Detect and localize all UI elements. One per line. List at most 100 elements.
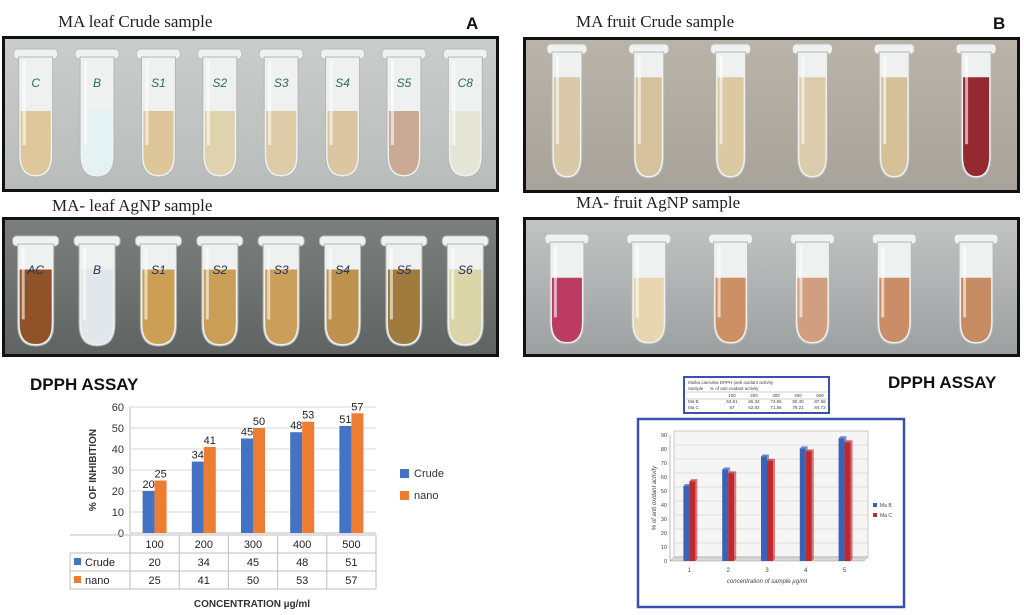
sample-tube: S2: [196, 235, 244, 347]
tube-label: S3: [274, 263, 289, 277]
table-cell: 41: [198, 575, 210, 587]
y-tick-label: 30: [661, 517, 667, 523]
y-tick-label: 40: [661, 503, 667, 509]
table-cell: 62.62: [748, 405, 760, 410]
table-cell: 20: [148, 557, 160, 569]
y-tick-label: 10: [112, 507, 124, 519]
table-cell: 74.65: [770, 399, 782, 404]
table-cell: 53.61: [726, 399, 738, 404]
y-tick-label: 50: [661, 489, 667, 495]
table-cell: 51: [345, 557, 357, 569]
legend-label: Ma C: [880, 513, 892, 519]
table-cell: 57: [729, 405, 735, 410]
legend-key-nano: [400, 491, 409, 500]
sample-tube: S5: [380, 235, 428, 347]
table-series-label: Crude: [85, 557, 115, 569]
sample-tube: S4: [319, 235, 367, 347]
data-label: 41: [204, 435, 216, 447]
bar-ma-c: [805, 449, 814, 561]
bar-crude: [290, 432, 303, 533]
x-axis-label: CONCENTRATION µg/ml: [194, 599, 310, 610]
leaf-agnp-title: MA- leaf AgNP sample: [52, 196, 213, 215]
fruit-crude-photo: [523, 37, 1020, 193]
sample-tube: [626, 233, 672, 345]
tube-label: B: [93, 76, 101, 90]
sample-tube: S2: [197, 48, 243, 178]
x-tick-label: 2: [727, 568, 731, 574]
tube-label: S3: [274, 76, 289, 90]
y-tick-label: 60: [661, 475, 667, 481]
tube-label: S5: [397, 263, 412, 277]
sample-tube: [873, 43, 915, 179]
table-conc: 200: [750, 393, 758, 398]
bar-ma-c: [689, 479, 698, 561]
y-tick-label: 40: [112, 444, 124, 456]
panel-letter-b: B: [993, 14, 1006, 33]
x-tick-label: 500: [342, 539, 360, 551]
bar-nano: [154, 480, 167, 533]
bar-crude: [241, 438, 253, 533]
legend-label: nano: [414, 490, 438, 502]
x-tick-label: 3: [765, 568, 769, 574]
tube-label: C: [31, 76, 40, 90]
y-tick-label: 20: [112, 486, 124, 498]
legend-label: Ma B: [880, 503, 892, 509]
table-legend-key: [74, 576, 81, 583]
y-tick-label: 50: [112, 423, 124, 435]
y-tick-label: 80: [661, 447, 667, 453]
data-label: 57: [351, 401, 363, 413]
fruit-crude-title: MA fruit Crude sample: [576, 12, 735, 31]
tube-label: S5: [397, 76, 412, 90]
tube-label: S4: [335, 263, 350, 277]
tube-label: B: [93, 263, 101, 277]
y-axis-label: % of anti oxidant activity: [652, 465, 658, 530]
y-tick-label: 70: [661, 461, 667, 467]
sample-tube: C8: [442, 48, 488, 178]
sample-tube: [953, 233, 999, 345]
sample-tube: [544, 233, 590, 345]
data-label: 48: [290, 420, 302, 432]
data-label: 53: [302, 410, 314, 422]
bar-nano: [203, 446, 216, 533]
y-tick-label: 10: [661, 545, 667, 551]
sample-tube: B: [74, 48, 120, 178]
table-legend-key: [74, 558, 81, 565]
table-series-label: nano: [85, 575, 109, 587]
x-tick-label: 200: [195, 539, 213, 551]
table-title: Mulka caerulea DPPH (anti oxidant activi…: [688, 380, 774, 385]
data-label: 20: [142, 479, 154, 491]
data-label: 34: [192, 450, 204, 462]
sample-tube: C: [13, 48, 59, 178]
tube-label: AC: [26, 263, 44, 277]
y-tick-label: 0: [664, 559, 667, 565]
table-cell: 57: [345, 575, 357, 587]
tube-label: S1: [151, 263, 166, 277]
legend-label: Crude: [414, 468, 444, 480]
tube-label: S1: [151, 76, 166, 90]
table-conc: 100: [728, 393, 736, 398]
table-cell: 84.72: [814, 405, 826, 410]
sample-tube: [871, 233, 917, 345]
leaf-crude-photo: C B S1 S2 S3 S4 S5 C8: [2, 36, 499, 192]
data-label: 51: [339, 414, 351, 426]
x-tick-label: 300: [244, 539, 262, 551]
fruit-agnp-title: MA- fruit AgNP sample: [576, 193, 741, 212]
table-row-label: Ma B: [688, 399, 699, 404]
dpph-title-right: DPPH ASSAY: [888, 373, 997, 392]
sample-tube: [789, 233, 835, 345]
sample-tube: S6: [441, 235, 489, 347]
table-cell: 80.45: [792, 399, 804, 404]
x-axis-label: concentration of sample µg/ml: [727, 579, 808, 585]
table-cell: 48: [296, 557, 308, 569]
table-cell: 78.21: [792, 405, 804, 410]
table-cell: 25: [148, 575, 160, 587]
bar-ma-c: [844, 440, 853, 561]
bar-ma-c: [728, 471, 737, 561]
sample-tube: S3: [257, 235, 305, 347]
table-cell: 34: [198, 557, 210, 569]
sample-tube: S1: [135, 48, 181, 178]
table-cell: 50: [247, 575, 259, 587]
sample-tube: [791, 43, 833, 179]
y-axis-label: % OF INHIBITION: [88, 429, 99, 511]
table-row-label: Ma C: [688, 405, 700, 410]
